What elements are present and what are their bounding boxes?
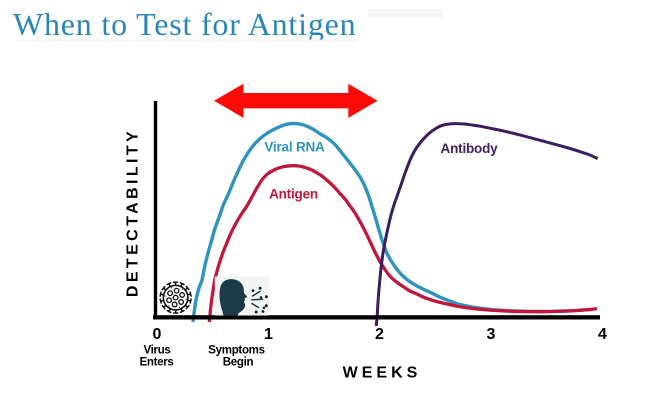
svg-text:Enters: Enters	[140, 357, 174, 369]
svg-text:WEEKS: WEEKS	[343, 365, 422, 382]
svg-text:Antibody: Antibody	[441, 141, 499, 156]
svg-text:3: 3	[487, 326, 496, 343]
svg-text:1: 1	[264, 326, 273, 343]
svg-text:4: 4	[598, 326, 607, 343]
svg-text:Antigen: Antigen	[269, 187, 318, 202]
svg-text:Symptoms: Symptoms	[208, 345, 264, 357]
svg-text:DETECTABILITY: DETECTABILITY	[125, 128, 142, 297]
svg-text:Viral RNA: Viral RNA	[264, 140, 325, 155]
svg-text:Virus: Virus	[143, 345, 170, 357]
svg-text:Begin: Begin	[223, 357, 254, 369]
svg-text:2: 2	[375, 326, 384, 343]
svg-text:0: 0	[153, 326, 162, 343]
